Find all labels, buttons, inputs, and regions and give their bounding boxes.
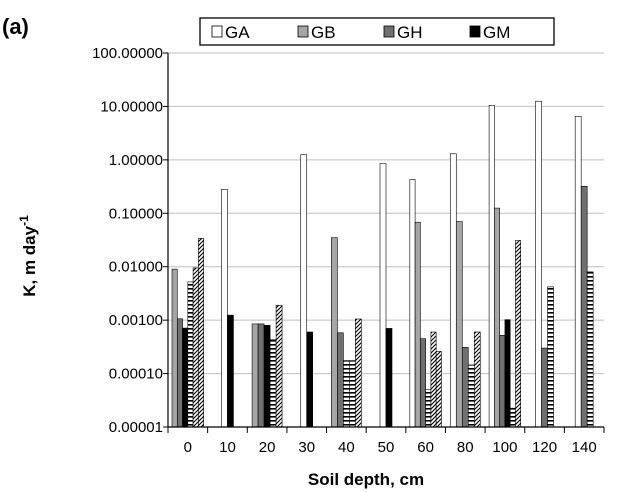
bar-40-3 bbox=[349, 360, 356, 428]
bar-80-2 bbox=[461, 347, 469, 428]
bar-140-0 bbox=[574, 116, 582, 428]
gridlines bbox=[168, 52, 604, 375]
y-tick-label: 1.00000 bbox=[109, 152, 163, 169]
bar-40-4 bbox=[355, 318, 362, 428]
bar-60-4 bbox=[430, 331, 437, 428]
y-tick-label: 0.00100 bbox=[109, 312, 163, 329]
x-axis-title: Soil depth, cm bbox=[308, 470, 424, 489]
legend-label-gm: GM bbox=[483, 23, 510, 42]
bar-60-2 bbox=[420, 338, 426, 428]
x-tick-label: 40 bbox=[338, 439, 355, 456]
bar-100-1 bbox=[494, 207, 500, 428]
bar-30-0 bbox=[300, 154, 308, 428]
axes bbox=[163, 52, 605, 433]
x-tick-label: 140 bbox=[572, 439, 597, 456]
bar-120-1 bbox=[541, 347, 548, 428]
legend-swatch-gh bbox=[383, 25, 395, 38]
x-tick-label: 50 bbox=[378, 439, 395, 456]
legend-label-gh: GH bbox=[397, 23, 423, 42]
y-tick-label: 10.00000 bbox=[100, 98, 163, 115]
legend-swatch-gm bbox=[469, 25, 481, 38]
bar-0-5 bbox=[198, 238, 204, 428]
legend-swatch-gb bbox=[297, 25, 309, 38]
bar-100-0 bbox=[488, 104, 495, 428]
bar-80-1 bbox=[455, 221, 463, 428]
bar-20-2 bbox=[263, 325, 271, 428]
bar-0-3 bbox=[187, 281, 194, 428]
bar-100-3 bbox=[504, 319, 511, 428]
bar-80-3 bbox=[467, 364, 475, 428]
bar-10-0 bbox=[221, 189, 228, 428]
bar-80-4 bbox=[473, 331, 481, 428]
bar-60-1 bbox=[414, 221, 421, 428]
y-tick-label: 0.01000 bbox=[109, 259, 163, 276]
bar-140-2 bbox=[586, 271, 594, 428]
bar-20-0 bbox=[251, 323, 259, 428]
bar-20-1 bbox=[257, 323, 265, 428]
bar-50-0 bbox=[379, 163, 387, 428]
panel-label: (a) bbox=[2, 14, 29, 39]
bar-0-0 bbox=[171, 268, 178, 428]
y-tick-label: 0.00001 bbox=[109, 419, 163, 436]
legend-box bbox=[199, 17, 555, 46]
bar-40-1 bbox=[337, 332, 344, 428]
bar-60-5 bbox=[435, 351, 442, 428]
bar-80-0 bbox=[449, 153, 457, 428]
x-tick-labels: 0 10 20 30 40 50 60 80 100 120 140 bbox=[184, 439, 597, 456]
bar-50-1 bbox=[385, 328, 393, 428]
y-axis-title: K, m day-1 bbox=[17, 215, 39, 297]
x-tick-label: 100 bbox=[492, 439, 517, 456]
x-tick-label: 120 bbox=[532, 439, 557, 456]
legend-label-ga: GA bbox=[225, 23, 250, 42]
bar-120-0 bbox=[535, 100, 542, 428]
bar-60-0 bbox=[409, 179, 416, 428]
y-tick-label: 0.00010 bbox=[109, 366, 163, 383]
x-tick-label: 10 bbox=[219, 439, 236, 456]
legend: GA GB GH GM bbox=[199, 17, 555, 46]
y-tick-labels: 0.00001 0.00010 0.00100 0.01000 0.10000 1.000… bbox=[92, 45, 163, 436]
bar-60-3 bbox=[425, 389, 432, 428]
bar-20-3 bbox=[269, 339, 277, 428]
y-tick-label: 0.10000 bbox=[109, 205, 163, 222]
bar-40-2 bbox=[343, 360, 350, 428]
legend-label-gb: GB bbox=[311, 23, 336, 42]
x-tick-label: 60 bbox=[417, 439, 434, 456]
bar-100-5 bbox=[515, 240, 522, 428]
bar-0-4 bbox=[192, 267, 199, 428]
bar-40-0 bbox=[331, 237, 338, 428]
bar-20-4 bbox=[275, 304, 283, 428]
bar-140-1 bbox=[580, 185, 588, 428]
x-tick-label: 80 bbox=[457, 439, 474, 456]
bar-100-4 bbox=[509, 407, 516, 428]
x-tick-label: 20 bbox=[259, 439, 276, 456]
bar-0-2 bbox=[182, 327, 189, 428]
bar-30-1 bbox=[306, 331, 314, 428]
bar-100-2 bbox=[499, 335, 506, 428]
y-axis-title-main: K, m day bbox=[20, 225, 39, 296]
bars bbox=[171, 100, 594, 428]
bar-120-2 bbox=[547, 286, 554, 428]
y-axis-title-sup: -1 bbox=[17, 215, 31, 226]
x-tick-label: 30 bbox=[298, 439, 315, 456]
legend-swatch-ga bbox=[211, 25, 223, 38]
y-tick-label: 100.00000 bbox=[92, 45, 163, 62]
bar-0-1 bbox=[176, 318, 183, 428]
bar-10-1 bbox=[227, 314, 234, 428]
x-tick-label: 0 bbox=[184, 439, 192, 456]
